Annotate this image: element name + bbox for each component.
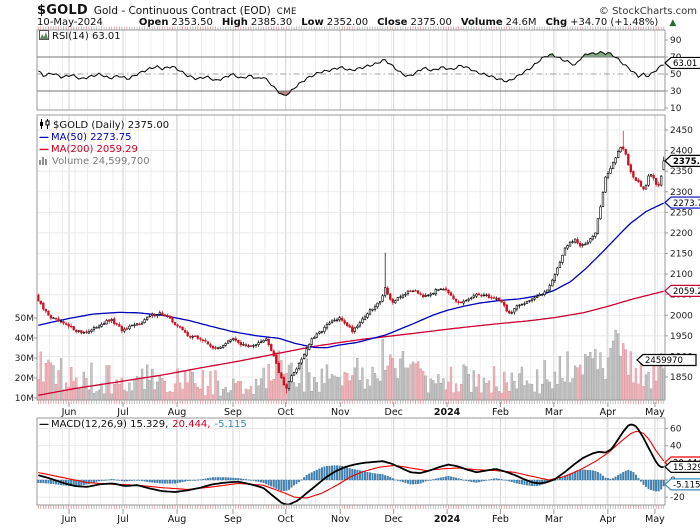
price-legend-label: $GOLD (Daily) 2375.00 bbox=[53, 120, 170, 131]
symbol: $GOLD bbox=[37, 3, 88, 18]
macd-legend-black: MACD(12,26,9) 15.329, bbox=[51, 419, 169, 430]
svg-text:Jul: Jul bbox=[116, 514, 128, 525]
svg-text:May: May bbox=[645, 514, 665, 525]
ma50-legend-label: MA(50) 2273.75 bbox=[51, 132, 132, 143]
svg-text:2450: 2450 bbox=[670, 126, 693, 136]
svg-text:20M: 20M bbox=[15, 374, 34, 384]
svg-text:2250: 2250 bbox=[670, 208, 693, 218]
symbol-description: Gold - Continuous Contract (EOD) bbox=[93, 5, 271, 17]
svg-text:Oct: Oct bbox=[277, 407, 294, 418]
svg-text:50: 50 bbox=[670, 70, 682, 80]
svg-text:50M: 50M bbox=[15, 314, 34, 324]
svg-text:Sep: Sep bbox=[224, 514, 242, 525]
svg-text:Feb: Feb bbox=[492, 407, 509, 418]
svg-text:Mar: Mar bbox=[545, 514, 563, 525]
quote-close: Close 2375.00 bbox=[377, 17, 452, 28]
macd-legend-red: 20.444, bbox=[172, 419, 211, 430]
svg-text:2000: 2000 bbox=[670, 311, 693, 321]
exchange-label: CME bbox=[276, 7, 297, 17]
svg-text:Oct: Oct bbox=[277, 514, 294, 525]
svg-text:Feb: Feb bbox=[492, 514, 509, 525]
quote-date: 10-May-2024 bbox=[37, 17, 103, 28]
svg-text:2024: 2024 bbox=[434, 514, 461, 525]
up-triangle-icon: ▲ bbox=[669, 18, 677, 28]
ma200-line-icon: — bbox=[39, 144, 49, 155]
svg-text:Apr: Apr bbox=[600, 514, 617, 525]
svg-text:10: 10 bbox=[670, 104, 682, 114]
quote-row: 10-May-2024 Open 2353.50 High 2385.30 Low 2… bbox=[37, 17, 677, 28]
svg-text:Mar: Mar bbox=[545, 407, 563, 418]
svg-text:60: 60 bbox=[670, 425, 682, 435]
svg-text:90: 90 bbox=[670, 36, 682, 46]
svg-text:-5.115: -5.115 bbox=[673, 481, 700, 491]
svg-text:2400: 2400 bbox=[670, 147, 693, 157]
rsi-legend: RSI(14) 63.01 bbox=[39, 30, 121, 44]
volume-bars-icon bbox=[39, 156, 49, 169]
main-legend: $GOLD (Daily) 2375.00 — MA(50) 2273.75 —… bbox=[39, 119, 170, 169]
svg-text:Nov: Nov bbox=[331, 407, 350, 418]
svg-text:2459970: 2459970 bbox=[645, 356, 683, 366]
svg-text:Apr: Apr bbox=[600, 407, 617, 418]
svg-text:30M: 30M bbox=[15, 354, 34, 364]
rsi-legend-label: RSI(14) 63.01 bbox=[52, 31, 121, 42]
svg-text:Jun: Jun bbox=[61, 514, 77, 525]
svg-text:Aug: Aug bbox=[168, 514, 187, 525]
macd-line-icon: — bbox=[39, 419, 49, 430]
svg-text:63.01: 63.01 bbox=[673, 59, 697, 69]
svg-text:Jun: Jun bbox=[61, 407, 77, 418]
svg-text:40: 40 bbox=[670, 442, 682, 452]
svg-text:Nov: Nov bbox=[331, 514, 350, 525]
svg-text:2300: 2300 bbox=[670, 188, 693, 198]
volume-legend-label: Volume 24,599,700 bbox=[52, 156, 150, 167]
svg-text:Aug: Aug bbox=[168, 407, 187, 418]
svg-text:2100: 2100 bbox=[670, 270, 693, 280]
svg-text:1850: 1850 bbox=[670, 373, 693, 383]
svg-text:30: 30 bbox=[670, 87, 682, 97]
svg-text:2059.29: 2059.29 bbox=[673, 287, 700, 297]
quote-volume: Volume 24.6M bbox=[460, 17, 537, 28]
macd-legend: — MACD(12,26,9) 15.329, 20.444, -5.115 bbox=[39, 419, 247, 431]
stockcharts-brand-link[interactable]: © StockCharts.com bbox=[598, 6, 697, 17]
quote-high: High 2385.30 bbox=[221, 17, 293, 28]
quote-low: Low 2352.00 bbox=[301, 17, 369, 28]
svg-text:2350: 2350 bbox=[670, 167, 693, 177]
svg-text:2273.75: 2273.75 bbox=[673, 199, 700, 209]
ma50-line-icon: — bbox=[39, 132, 49, 143]
svg-text:Dec: Dec bbox=[385, 514, 403, 525]
candlestick-icon bbox=[39, 119, 50, 133]
quote-change: Chg +34.70 (+1.48%) bbox=[545, 17, 659, 28]
svg-text:Jul: Jul bbox=[116, 407, 128, 418]
svg-text:1950: 1950 bbox=[670, 332, 693, 342]
svg-text:2150: 2150 bbox=[670, 250, 693, 260]
svg-text:10M: 10M bbox=[15, 394, 34, 404]
quote-open: Open 2353.50 bbox=[138, 17, 213, 28]
svg-text:40M: 40M bbox=[15, 334, 34, 344]
svg-text:Dec: Dec bbox=[385, 407, 403, 418]
rsi-area-icon bbox=[39, 30, 49, 44]
chart-header: $GOLD Gold - Continuous Contract (EOD) C… bbox=[37, 3, 697, 18]
macd-legend-blue: -5.115 bbox=[214, 419, 247, 430]
svg-text:-20: -20 bbox=[670, 493, 685, 503]
ma200-legend-label: MA(200) 2059.29 bbox=[51, 144, 138, 155]
svg-text:May: May bbox=[645, 407, 665, 418]
svg-text:2375.00: 2375.00 bbox=[673, 157, 700, 167]
svg-text:Sep: Sep bbox=[224, 407, 242, 418]
svg-text:2024: 2024 bbox=[434, 407, 461, 418]
svg-text:15.329: 15.329 bbox=[673, 463, 700, 473]
svg-text:2200: 2200 bbox=[670, 229, 693, 239]
